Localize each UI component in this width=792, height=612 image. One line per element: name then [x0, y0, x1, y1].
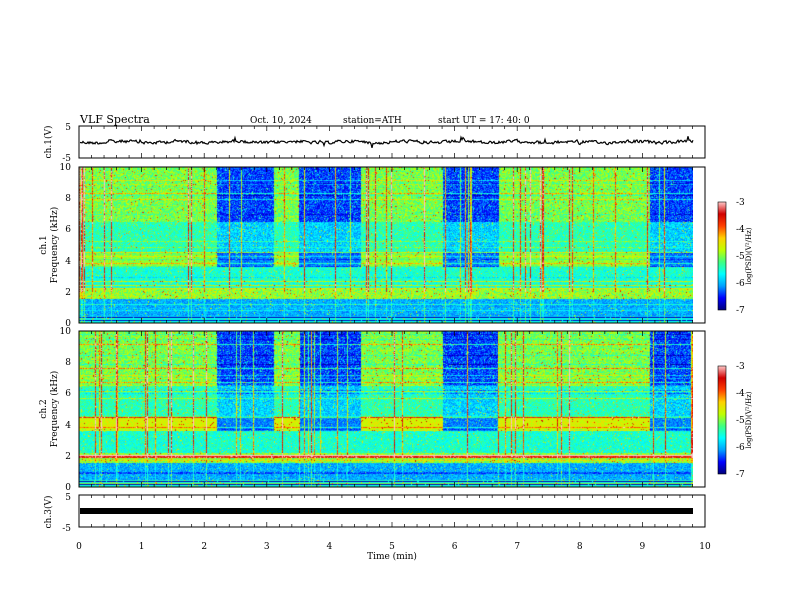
ch1-colorbar-gradient — [718, 202, 726, 310]
cb1-label: log(PSD)(V²/Hz) — [745, 227, 753, 284]
ch2-colorbar: -3 -4 -5 -6 -7 log(PSD)(V²/Hz) — [717, 362, 753, 480]
cb1-tick-m7: -7 — [736, 306, 745, 316]
ch1-ytick-top: 5 — [65, 123, 71, 133]
xtick-label-3: 3 — [264, 542, 270, 552]
cb1-tick-m3: -3 — [736, 198, 745, 208]
xtick-label-6: 6 — [452, 542, 458, 552]
cb1-tick-m5: -5 — [736, 252, 745, 262]
xtick-label-9: 9 — [640, 542, 646, 552]
cb2-tick-m7: -7 — [736, 470, 745, 480]
cb2-tick-m6: -6 — [736, 443, 745, 453]
figure-station: station=ATH — [343, 116, 402, 126]
ch1-ylabel: ch.1(V) — [43, 126, 54, 159]
ch1-spec-channel-label: ch.1 — [39, 235, 49, 254]
ch1-waveform-xticks — [78, 126, 706, 158]
ch3-waveform-line — [80, 508, 693, 514]
ch1-waveform-line — [79, 135, 694, 149]
ch1-spec-ytick-10: 10 — [60, 163, 72, 173]
cb2-tick-m5: -5 — [736, 416, 745, 426]
ch2-spec-ytick-0: 0 — [65, 483, 71, 493]
xtick-label-8: 8 — [577, 542, 583, 552]
ch2-spectrogram-yticks: 0 2 4 6 8 10 — [60, 327, 72, 493]
ch1-colorbar-frame — [717, 201, 727, 311]
ch3-ylabel: ch.3(V) — [43, 496, 54, 529]
xtick-label-0: 0 — [76, 542, 82, 552]
ch1-spectrogram-yticks: 0 2 4 6 8 10 — [60, 163, 72, 329]
ch1-spectrogram-xticks — [78, 167, 706, 323]
ch1-colorbar: -3 -4 -5 -6 -7 log(PSD)(V²/Hz) — [717, 198, 753, 316]
figure-date: Oct. 10, 2024 — [250, 116, 312, 126]
ch2-colorbar-frame — [717, 365, 727, 475]
ch2-spectrogram-xticks — [78, 331, 706, 487]
ch2-colorbar-gradient — [718, 366, 726, 474]
cb1-tick-m4: -4 — [736, 225, 745, 235]
x-axis-label: Time (min) — [367, 551, 417, 562]
xtick-label-10: 10 — [699, 542, 711, 552]
figure-title: VLF Spectra — [79, 113, 150, 126]
ch3-waveform-xticks — [78, 495, 706, 527]
ch2-spec-ytick-8: 8 — [65, 358, 71, 368]
ch1-ytick-bottom: -5 — [62, 154, 71, 164]
cb2-label: log(PSD)(V²/Hz) — [745, 391, 753, 448]
cb2-tick-m3: -3 — [736, 362, 745, 372]
ch1-spec-ytick-4: 4 — [65, 257, 71, 267]
ch1-spec-ytick-0: 0 — [65, 319, 71, 329]
ch1-spec-ytick-2: 2 — [65, 288, 71, 298]
figure-start-time: start UT = 17: 40: 0 — [438, 116, 530, 126]
time-axis: 0 1 2 3 4 5 6 7 8 9 10 Time (min) — [76, 542, 711, 562]
ch1-spec-ylabel: Frequency (kHz) — [49, 207, 60, 284]
cb1-tick-m6: -6 — [736, 279, 745, 289]
ch3-ytick-bottom: -5 — [62, 524, 71, 534]
ch3-waveform-panel: 5 -5 ch.3(V) — [43, 493, 706, 534]
ch2-spec-ytick-4: 4 — [65, 421, 71, 431]
xtick-label-7: 7 — [514, 542, 520, 552]
xtick-label-2: 2 — [201, 542, 207, 552]
ch1-spectrogram-image — [79, 167, 693, 323]
ch2-spectrogram-image — [79, 331, 693, 487]
ch2-spec-ytick-6: 6 — [65, 389, 71, 399]
xtick-label-1: 1 — [139, 542, 145, 552]
xtick-label-5: 5 — [389, 542, 395, 552]
ch1-spectrogram-panel: 0 2 4 6 8 10 ch.1 Frequency (kHz) — [39, 163, 706, 329]
ch2-spec-ytick-10: 10 — [60, 327, 72, 337]
xtick-label-4: 4 — [327, 542, 333, 552]
ch1-spec-ytick-8: 8 — [65, 194, 71, 204]
ch1-spec-ytick-6: 6 — [65, 225, 71, 235]
ch2-spec-ylabel: Frequency (kHz) — [49, 371, 60, 448]
ch1-waveform-panel: 5 -5 ch.1(V) — [43, 123, 706, 164]
ch2-spec-channel-label: ch.2 — [39, 399, 49, 418]
ch2-spectrogram-panel: 0 2 4 6 8 10 ch.2 Frequency (kHz) — [39, 327, 706, 493]
cb2-tick-m4: -4 — [736, 389, 745, 399]
ch2-spec-ytick-2: 2 — [65, 452, 71, 462]
ch3-ytick-top: 5 — [65, 493, 71, 503]
